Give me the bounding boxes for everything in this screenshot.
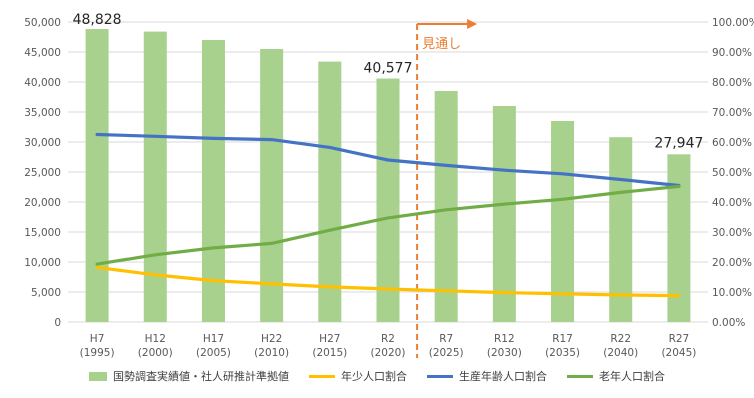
y-right-tick-label: 50.00% <box>712 167 752 179</box>
y-left-tick-label: 10,000 <box>24 257 61 269</box>
x-tick-label: R17 <box>552 333 573 345</box>
data-label: 27,947 <box>654 135 703 151</box>
legend-item-youth: 年少人口割合 <box>309 368 407 384</box>
bar <box>376 78 400 323</box>
x-tick-label-year: (2035) <box>545 347 580 359</box>
x-tick-label-year: (2010) <box>254 347 289 359</box>
legend-swatch-youth <box>309 374 335 378</box>
legend-item-elderly: 老年人口割合 <box>567 368 665 384</box>
y-right-tick-label: 60.00% <box>712 137 752 149</box>
x-tick-label: H7 <box>90 333 105 345</box>
bar <box>492 106 516 322</box>
legend-label-population: 国勢調査実績値・社人研推計準拠値 <box>113 370 289 383</box>
legend-item-population: 国勢調査実績値・社人研推計準拠値 <box>89 368 289 384</box>
y-right-tick-label: 10.00% <box>712 287 752 299</box>
y-left-tick-label: 15,000 <box>24 227 61 239</box>
x-tick-label: R27 <box>669 333 690 345</box>
x-tick-label-year: (2045) <box>661 347 696 359</box>
legend-label-elderly: 老年人口割合 <box>599 370 665 383</box>
bar <box>85 29 109 322</box>
series-line <box>95 132 681 188</box>
x-tick-label: H12 <box>145 333 166 345</box>
x-tick-label-year: (2040) <box>603 347 638 359</box>
series-line <box>95 184 681 266</box>
x-tick-label: H27 <box>319 333 340 345</box>
y-left-tick-label: 25,000 <box>24 167 61 179</box>
legend: 国勢調査実績値・社人研推計準拠値 年少人口割合 生産年齢人口割合 老年人口割合 <box>0 368 754 384</box>
y-right-tick-label: 80.00% <box>712 77 752 89</box>
x-tick-label: R12 <box>494 333 515 345</box>
data-label: 40,577 <box>364 61 413 77</box>
legend-label-youth: 年少人口割合 <box>341 370 407 383</box>
bar <box>260 49 284 322</box>
y-right-tick-label: 90.00% <box>712 47 752 59</box>
legend-swatch-working-age <box>427 374 453 378</box>
bar <box>551 121 575 322</box>
x-tick-label: R7 <box>439 333 453 345</box>
y-right-tick-label: 40.00% <box>712 197 752 209</box>
x-tick-label-year: (2025) <box>429 347 464 359</box>
y-right-tick-label: 0.00% <box>712 317 745 329</box>
x-tick-label: R2 <box>381 333 395 345</box>
bar <box>201 40 225 322</box>
x-tick-label: H17 <box>203 333 224 345</box>
x-tick-label-year: (2020) <box>371 347 406 359</box>
y-left-tick-label: 0 <box>54 317 61 329</box>
y-left-tick-label: 20,000 <box>24 197 61 209</box>
x-tick-label: H22 <box>261 333 282 345</box>
bar <box>609 137 633 322</box>
y-right-tick-label: 30.00% <box>712 227 752 239</box>
x-tick-label-year: (2000) <box>138 347 173 359</box>
data-label: 48,828 <box>73 12 122 28</box>
y-left-tick-label: 50,000 <box>24 17 61 29</box>
y-left-tick-label: 5,000 <box>31 287 61 299</box>
bar <box>318 61 342 322</box>
x-tick-label-year: (2005) <box>196 347 231 359</box>
series-line <box>95 265 681 298</box>
x-tick-label-year: (2030) <box>487 347 522 359</box>
legend-item-working-age: 生産年齢人口割合 <box>427 368 547 384</box>
bar <box>667 154 691 322</box>
y-right-tick-label: 20.00% <box>712 257 752 269</box>
y-left-tick-label: 30,000 <box>24 137 61 149</box>
legend-swatch-population <box>89 371 107 381</box>
legend-label-working-age: 生産年齢人口割合 <box>459 370 547 383</box>
forecast-label: 見通し <box>422 37 461 52</box>
y-left-tick-label: 35,000 <box>24 107 61 119</box>
x-tick-label-year: (1995) <box>80 347 115 359</box>
y-left-tick-label: 45,000 <box>24 47 61 59</box>
y-left-tick-label: 40,000 <box>24 77 61 89</box>
forecast-arrow-head <box>467 19 478 29</box>
y-right-tick-label: 100.00% <box>712 17 754 29</box>
x-tick-label: R22 <box>610 333 631 345</box>
legend-swatch-elderly <box>567 374 593 378</box>
x-tick-label-year: (2015) <box>312 347 347 359</box>
bar <box>434 91 458 322</box>
y-right-tick-label: 70.00% <box>712 107 752 119</box>
bar <box>143 31 167 322</box>
